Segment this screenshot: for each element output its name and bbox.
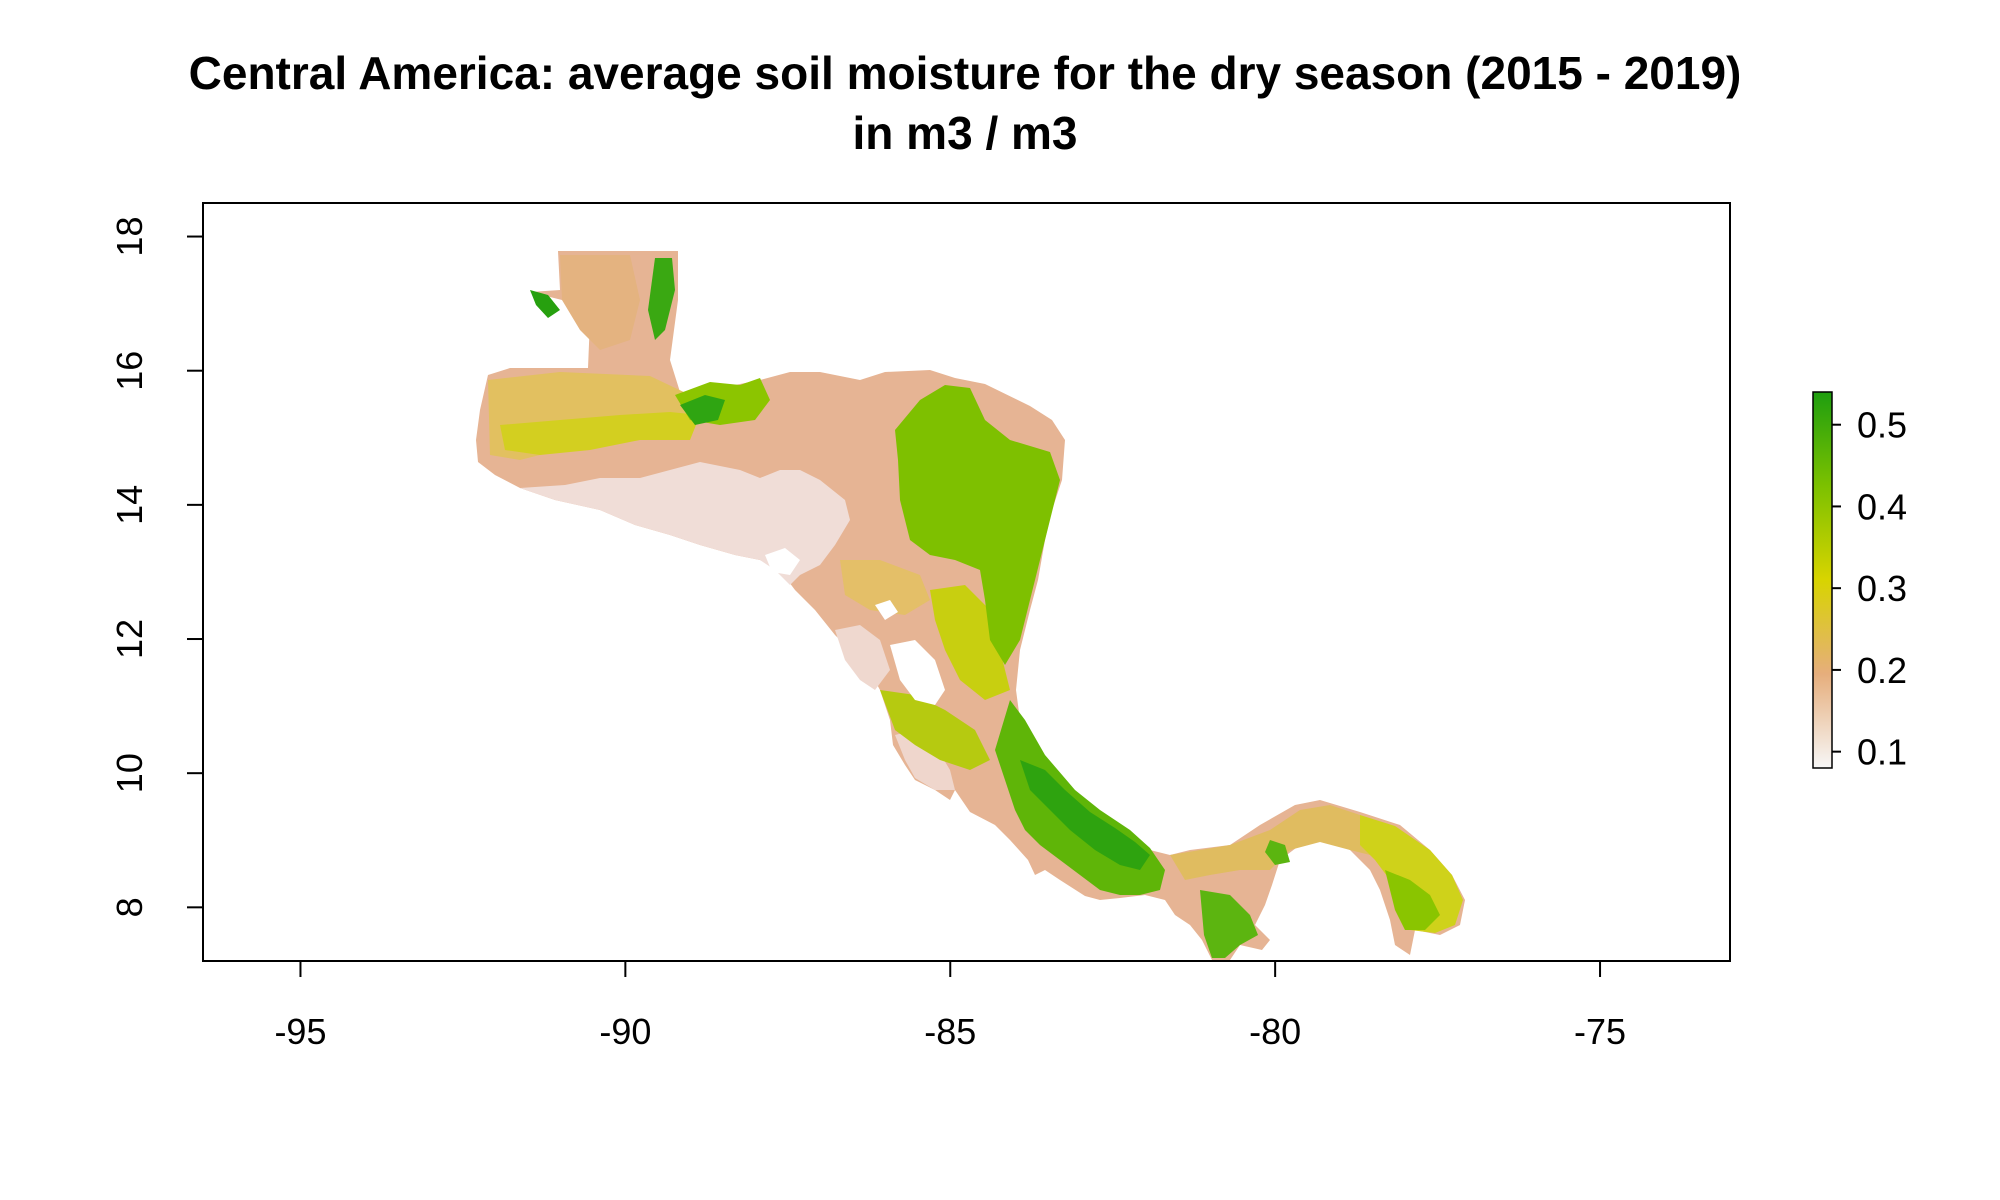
wet-zone [1385, 870, 1440, 930]
legend-label: 0.2 [1857, 650, 1907, 691]
y-axis: 8 10 12 14 16 18 [109, 217, 204, 917]
y-tick-label: 12 [109, 619, 150, 659]
legend-label: 0.1 [1857, 732, 1907, 773]
y-tick-label: 16 [109, 351, 150, 391]
map-title-line-2: in m3 / m3 [852, 107, 1078, 159]
moist-zone [880, 690, 990, 770]
color-legend: 0.5 0.4 0.3 0.2 0.1 [1812, 391, 1907, 773]
x-tick-label: -75 [1574, 1011, 1626, 1052]
medium-zone [1170, 805, 1420, 880]
very-dry-zone [895, 730, 955, 790]
wet-zone [1200, 890, 1258, 958]
y-tick-label: 14 [109, 485, 150, 525]
x-axis: -95 -90 -85 -80 -75 [274, 960, 1626, 1052]
very-wet-zone [1020, 760, 1150, 870]
map-layer [476, 251, 1465, 960]
very-dry-zone [835, 625, 890, 690]
x-tick-label: -80 [1249, 1011, 1301, 1052]
y-tick-label: 10 [109, 753, 150, 793]
very-wet-zone [680, 395, 725, 425]
moist-zone [500, 412, 700, 455]
x-tick-label: -95 [274, 1011, 326, 1052]
legend-label: 0.4 [1857, 486, 1907, 527]
legend-label: 0.5 [1857, 405, 1907, 446]
lake-managua [875, 600, 898, 620]
moist-zone [1360, 815, 1463, 933]
legend-colorbar [1812, 391, 1833, 769]
y-tick-label: 18 [109, 217, 150, 257]
legend-ticks: 0.5 0.4 0.3 0.2 0.1 [1832, 405, 1907, 773]
x-tick-label: -85 [924, 1011, 976, 1052]
wet-zone [895, 385, 1060, 665]
x-tick-label: -90 [599, 1011, 651, 1052]
map-title-line-1: Central America: average soil moisture f… [188, 47, 1742, 99]
very-wet-zone [1265, 840, 1290, 865]
gulf-of-fonseca [765, 548, 800, 575]
lake-nicaragua [890, 640, 945, 705]
legend-label: 0.3 [1857, 568, 1907, 609]
medium-zone [840, 560, 930, 615]
very-wet-zone [648, 258, 675, 340]
very-wet-zone [530, 290, 560, 318]
medium-zone [560, 255, 640, 350]
y-tick-label: 8 [109, 897, 150, 917]
